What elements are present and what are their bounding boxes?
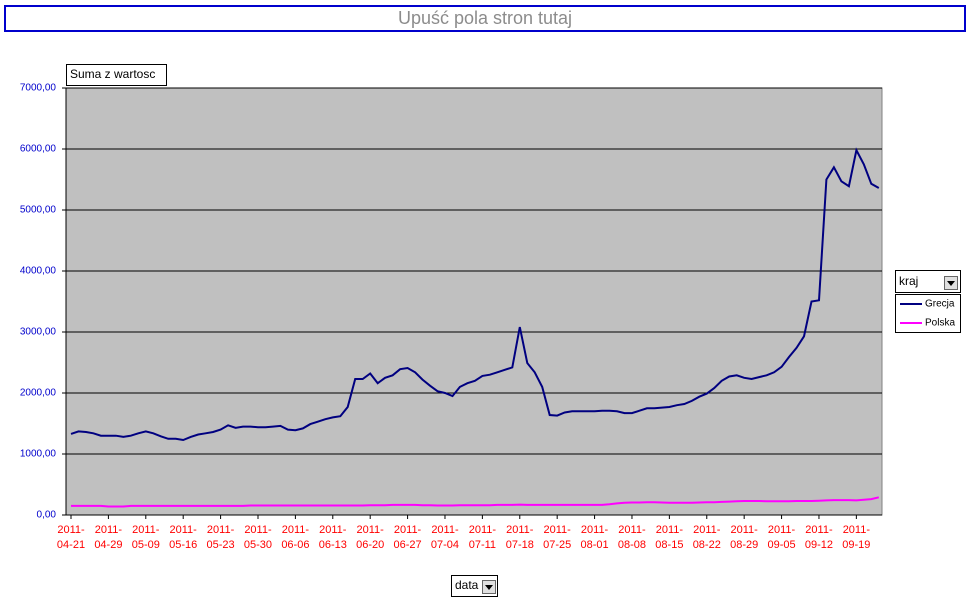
x-tick-label-line: 06-20 bbox=[356, 539, 384, 551]
x-tick-label: 2011- 05-09 bbox=[132, 524, 160, 551]
x-tick-label: 2011- 06-06 bbox=[281, 524, 309, 551]
x-tick-label: 2011- 07-04 bbox=[431, 524, 459, 551]
x-tick-label: 2011- 04-29 bbox=[94, 524, 122, 551]
x-tick-label: 2011- 08-22 bbox=[693, 524, 721, 551]
x-tick-label-line: 05-23 bbox=[207, 539, 235, 551]
x-tick-label-line: 2011- bbox=[656, 524, 684, 536]
x-tick-label: 2011- 07-25 bbox=[543, 524, 571, 551]
legend-field-label: kraj bbox=[899, 274, 918, 288]
x-tick-label-line: 2011- bbox=[843, 524, 871, 536]
category-field-label: data bbox=[455, 578, 479, 592]
x-tick-label: 2011- 09-12 bbox=[805, 524, 833, 551]
x-tick-label-line: 06-13 bbox=[319, 539, 347, 551]
x-tick-label: 2011- 08-15 bbox=[655, 524, 683, 551]
x-tick-label-line: 2011- bbox=[768, 524, 796, 536]
x-tick-label: 2011- 07-11 bbox=[469, 524, 497, 551]
series-line bbox=[71, 496, 880, 508]
y-tick-label: 7000,00 bbox=[20, 83, 57, 94]
x-tick-label-line: 08-15 bbox=[655, 539, 683, 551]
data-field-label: Suma z wartosc bbox=[70, 67, 155, 81]
x-tick-label: 2011- 04-21 bbox=[57, 524, 85, 551]
page-field-drop-zone[interactable] bbox=[4, 5, 966, 32]
x-tick-label-line: 08-22 bbox=[693, 539, 721, 551]
dropdown-arrow bbox=[947, 281, 955, 286]
x-tick-label-line: 08-08 bbox=[618, 539, 646, 551]
x-tick-label-line: 2011- bbox=[170, 524, 198, 536]
legend-label: Polska bbox=[925, 318, 955, 329]
y-tick-label: 4000,00 bbox=[20, 266, 57, 277]
plot-area bbox=[65, 87, 883, 516]
series-line bbox=[70, 147, 880, 442]
x-tick-label-line: 2011- bbox=[618, 524, 646, 536]
page-field-prompt: Upuść pola stron tutaj bbox=[398, 8, 572, 28]
y-tick-label: 2000,00 bbox=[20, 388, 57, 399]
y-tick-label: 0,00 bbox=[37, 510, 57, 521]
x-tick-label-line: 05-09 bbox=[132, 539, 160, 551]
x-tick-label-line: 06-27 bbox=[394, 539, 422, 551]
x-tick-label: 2011- 06-27 bbox=[394, 524, 422, 551]
y-tick-label: 1000,00 bbox=[20, 449, 57, 460]
x-tick-label-line: 09-12 bbox=[805, 539, 833, 551]
x-tick-label-line: 06-06 bbox=[281, 539, 309, 551]
x-tick-label-line: 07-04 bbox=[431, 539, 459, 551]
x-tick-label: 2011- 05-16 bbox=[169, 524, 197, 551]
x-tick-label: 2011- 09-19 bbox=[842, 524, 870, 551]
x-tick-label: 2011- 06-20 bbox=[356, 524, 384, 551]
x-tick-label-line: 2011- bbox=[693, 524, 721, 536]
x-tick-label: 2011- 06-13 bbox=[319, 524, 347, 551]
x-tick-label-line: 08-01 bbox=[581, 539, 609, 551]
x-tick-label-line: 2011- bbox=[207, 524, 235, 536]
x-tick-label-line: 2011- bbox=[731, 524, 759, 536]
x-tick-label-line: 09-05 bbox=[767, 539, 795, 551]
x-tick-label-line: 05-16 bbox=[169, 539, 197, 551]
x-tick-label-line: 2011- bbox=[319, 524, 347, 536]
dropdown-arrow bbox=[485, 585, 493, 590]
x-tick-label-line: 2011- bbox=[132, 524, 160, 536]
x-tick-label: 2011- 05-23 bbox=[207, 524, 235, 551]
x-tick-label: 2011- 08-01 bbox=[581, 524, 609, 551]
x-tick-label-line: 2011- bbox=[581, 524, 609, 536]
x-tick-label-line: 2011- bbox=[506, 524, 534, 536]
x-tick-label-line: 05-30 bbox=[244, 539, 272, 551]
y-tick-label: 3000,00 bbox=[20, 327, 57, 338]
x-tick-label-line: 07-25 bbox=[543, 539, 571, 551]
x-tick-label-line: 07-18 bbox=[506, 539, 534, 551]
x-tick-label-line: 07-11 bbox=[469, 539, 496, 551]
x-tick-label-line: 04-29 bbox=[94, 539, 122, 551]
y-tick-label: 6000,00 bbox=[20, 144, 57, 155]
x-tick-label-line: 08-29 bbox=[730, 539, 758, 551]
x-tick-label-line: 2011- bbox=[394, 524, 422, 536]
legend-box bbox=[895, 294, 961, 333]
x-tick-label-line: 2011- bbox=[805, 524, 833, 536]
x-tick-label-line: 2011- bbox=[431, 524, 459, 536]
x-tick-label: 2011- 05-30 bbox=[244, 524, 272, 551]
data-field-button[interactable] bbox=[66, 64, 167, 86]
x-tick-label: 2011- 07-18 bbox=[506, 524, 534, 551]
x-tick-label-line: 2011- bbox=[57, 524, 85, 536]
x-tick-label-line: 2011- bbox=[244, 524, 272, 536]
x-tick-label-line: 2011- bbox=[469, 524, 497, 536]
x-tick-label-line: 04-21 bbox=[57, 539, 85, 551]
y-tick-label: 5000,00 bbox=[20, 205, 57, 216]
x-tick-label-line: 09-19 bbox=[842, 539, 870, 551]
x-tick-label-line: 2011- bbox=[282, 524, 310, 536]
legend-label: Grecja bbox=[925, 299, 955, 310]
x-tick-label-line: 2011- bbox=[357, 524, 385, 536]
x-tick-label-line: 2011- bbox=[544, 524, 572, 536]
x-tick-label: 2011- 08-08 bbox=[618, 524, 646, 551]
x-tick-label-line: 2011- bbox=[95, 524, 123, 536]
x-tick-label: 2011- 09-05 bbox=[767, 524, 795, 551]
x-tick-label: 2011- 08-29 bbox=[730, 524, 758, 551]
